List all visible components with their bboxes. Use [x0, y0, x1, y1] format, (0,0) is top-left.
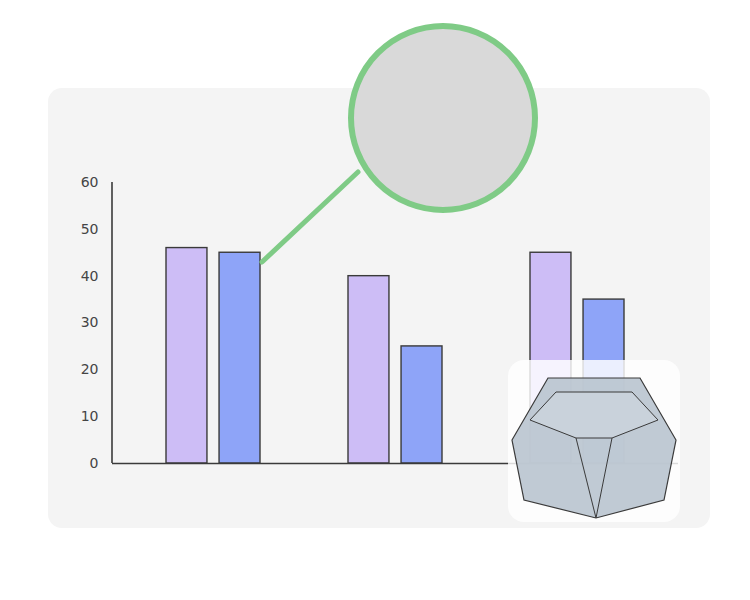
svg-text:20: 20 — [81, 361, 99, 377]
svg-text:0: 0 — [90, 455, 99, 471]
svg-text:60: 60 — [81, 174, 99, 190]
svg-text:50: 50 — [81, 221, 99, 237]
svg-text:40: 40 — [81, 268, 99, 284]
svg-text:10: 10 — [81, 408, 99, 424]
svg-text:30: 30 — [81, 314, 99, 330]
